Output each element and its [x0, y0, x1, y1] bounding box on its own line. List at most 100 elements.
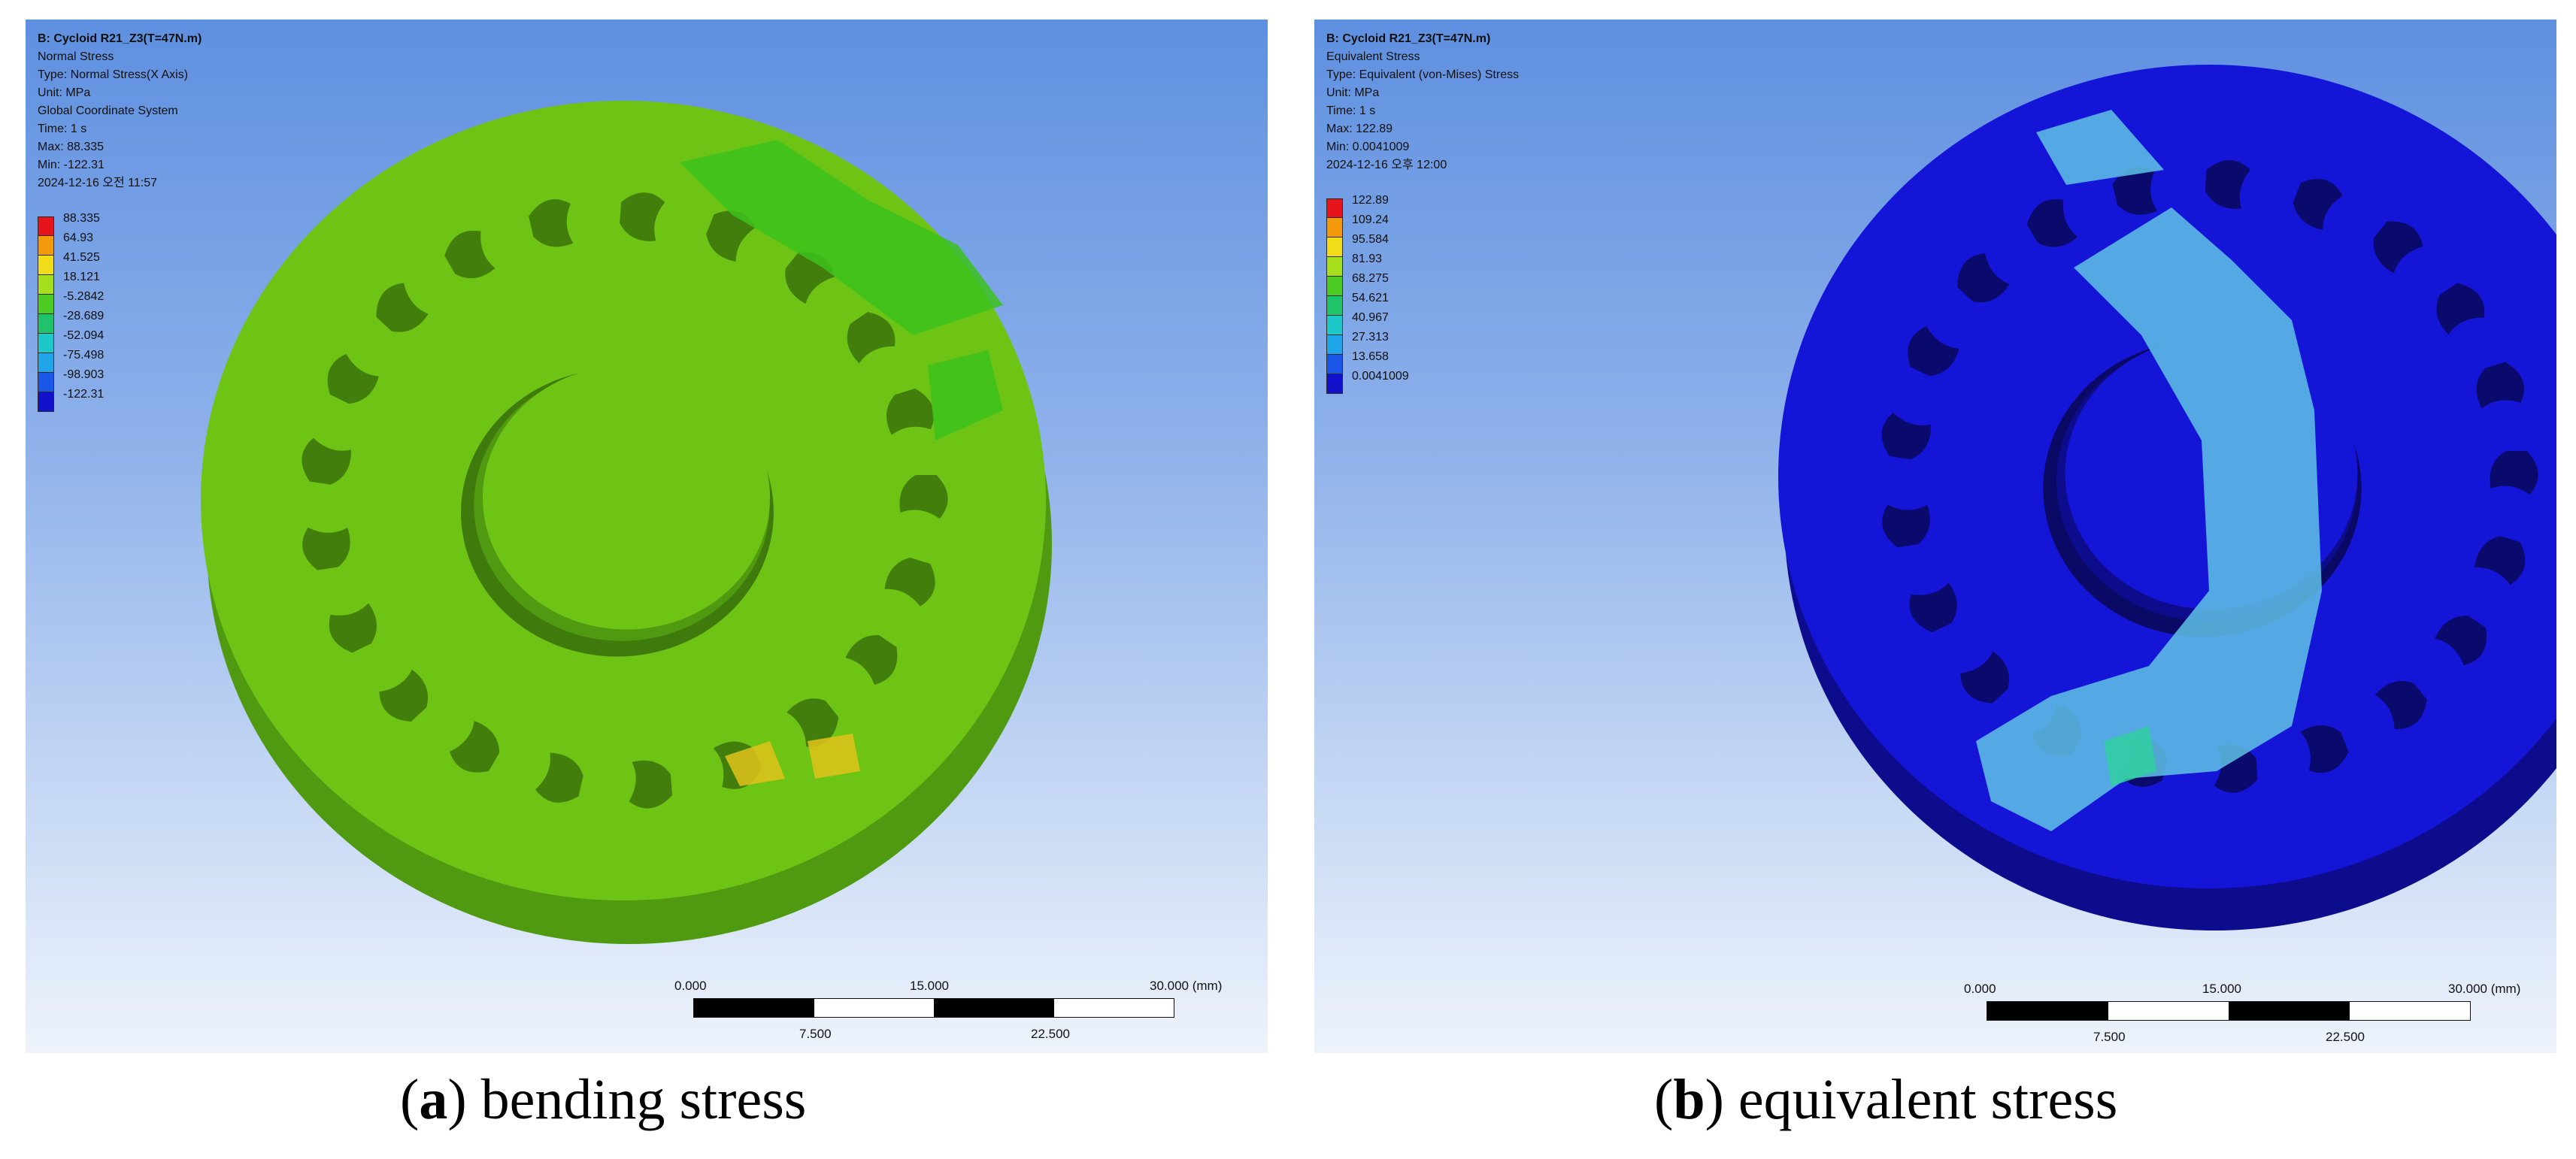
legend-label: 41.525 — [63, 251, 100, 264]
tooth-pocket — [1882, 504, 1930, 548]
gear-model-equivalent[interactable] — [1314, 20, 2556, 1053]
stress-region — [725, 741, 785, 786]
legend-entry: 68.275 — [1326, 272, 1409, 296]
info-line-result: Normal Stress — [38, 50, 114, 63]
legend-label: 95.584 — [1352, 233, 1389, 246]
color-legend[interactable]: 88.335 64.93 41.525 18.121 -5.2842 -28.689 -52… — [38, 212, 104, 412]
scale-q3-label: 22.500 — [1031, 1027, 1070, 1041]
gear-model-bending[interactable] — [26, 20, 1268, 1053]
scale-bar-graphic — [693, 998, 1174, 1018]
tooth-pocket — [886, 388, 935, 435]
legend-label: -5.2842 — [63, 290, 105, 303]
bore-face — [482, 365, 771, 630]
legend-entry: 41.525 — [38, 251, 104, 275]
legend-swatch — [38, 275, 54, 295]
caption-letter: b — [1673, 1068, 1705, 1131]
legend-label: -28.689 — [63, 310, 105, 322]
info-line-unit: Unit: MPa — [38, 86, 91, 99]
scale-end-label: 30.000 (mm) — [2448, 982, 2521, 996]
legend-swatch — [1326, 316, 1343, 335]
analysis-title: B: Cycloid R21_Z3(T=47N.m) — [38, 32, 202, 45]
viewport-bending-stress[interactable]: B: Cycloid R21_Z3(T=47N.m) Normal Stress… — [26, 20, 1268, 1053]
tooth-pocket — [535, 752, 583, 803]
legend-label: -52.094 — [63, 329, 105, 342]
stress-region — [808, 734, 860, 779]
caption-a: (a) bending stress — [400, 1068, 807, 1131]
scale-q1-label: 7.500 — [799, 1027, 832, 1041]
legend-entry: -5.2842 — [38, 290, 104, 314]
legend-swatch — [1326, 335, 1343, 355]
legend-swatch — [38, 216, 54, 236]
tooth-pocket — [444, 230, 496, 279]
legend-label: 68.275 — [1352, 272, 1389, 285]
tooth-pocket — [376, 283, 429, 332]
legend-swatch — [38, 353, 54, 373]
legend-label: 54.621 — [1352, 292, 1389, 304]
scale-mid-label: 15.000 — [910, 979, 949, 993]
info-line-unit: Unit: MPa — [1326, 86, 1380, 99]
info-line-min: Min: 0.0041009 — [1326, 141, 1410, 153]
viewport-equivalent-stress[interactable]: B: Cycloid R21_Z3(T=47N.m) Equivalent St… — [1314, 20, 2556, 1053]
tooth-pocket — [2435, 616, 2487, 666]
stress-region — [2036, 110, 2164, 185]
tooth-pocket — [1908, 326, 1959, 377]
info-line-time: Time: 1 s — [38, 123, 87, 135]
legend-swatch — [1326, 238, 1343, 257]
tooth-pocket — [327, 353, 379, 404]
legend-entry: -52.094 — [38, 329, 104, 353]
scale-end-label: 30.000 (mm) — [1150, 979, 1223, 993]
legend-entry: 81.93 — [1326, 253, 1409, 277]
legend-swatch — [1326, 296, 1343, 316]
tooth-pocket — [845, 635, 898, 685]
caption-letter: a — [419, 1068, 448, 1131]
tooth-pocket — [1909, 583, 1957, 633]
legend-entry: 40.967 — [1326, 311, 1409, 335]
info-line-time: Time: 1 s — [1326, 104, 1376, 117]
tooth-pocket — [2373, 221, 2423, 274]
legend-label: -98.903 — [63, 368, 105, 381]
tooth-pocket — [620, 192, 665, 241]
tooth-pocket — [2300, 725, 2349, 773]
tooth-pocket — [1957, 253, 2010, 303]
legend-entry: 88.335 — [38, 212, 104, 236]
legend-entry: -28.689 — [38, 310, 104, 334]
tooth-pocket — [529, 199, 574, 247]
legend-entry: 27.313 — [1326, 331, 1409, 355]
tooth-pocket — [884, 557, 935, 607]
info-line-max: Max: 122.89 — [1326, 123, 1393, 135]
info-line-date: 2024-12-16 오전 11:57 — [38, 177, 158, 189]
legend-entry: 54.621 — [1326, 292, 1409, 316]
stress-region — [1976, 207, 2322, 831]
tooth-pocket — [629, 760, 673, 809]
legend-label: 13.658 — [1352, 350, 1389, 363]
tooth-pocket — [706, 210, 756, 262]
legend-entry: -122.31 — [38, 388, 104, 412]
legend-swatch — [1326, 277, 1343, 296]
tooth-pocket — [2490, 450, 2538, 495]
legend-label: 0.0041009 — [1352, 370, 1409, 383]
legend-label: -122.31 — [63, 388, 105, 401]
legend-entry: 95.584 — [1326, 233, 1409, 257]
legend-swatch — [38, 256, 54, 275]
stress-region — [680, 140, 1003, 335]
info-line-coordinate: Global Coordinate System — [38, 104, 178, 117]
legend-entry: 0.0041009 — [1326, 370, 1409, 394]
legend-entry: 64.93 — [38, 231, 104, 256]
result-info-block: B: Cycloid R21_Z3(T=47N.m) Equivalent St… — [1326, 30, 1519, 174]
legend-label: 109.24 — [1352, 213, 1389, 226]
color-legend[interactable]: 122.89 109.24 95.584 81.93 68.275 54.621 40.96… — [1326, 194, 1409, 394]
info-line-type: Type: Equivalent (von-Mises) Stress — [1326, 68, 1520, 81]
legend-swatch — [38, 392, 54, 412]
tooth-pocket — [786, 698, 839, 747]
scale-mid-label: 15.000 — [2202, 982, 2241, 996]
legend-entry: 109.24 — [1326, 213, 1409, 238]
legend-swatch — [1326, 374, 1343, 394]
info-line-min: Min: -122.31 — [38, 159, 105, 171]
legend-entry: -75.498 — [38, 349, 104, 373]
scale-bar-graphic — [1987, 1001, 2471, 1021]
info-line-type: Type: Normal Stress(X Axis) — [38, 68, 189, 81]
legend-entry: -98.903 — [38, 368, 104, 392]
legend-label: 88.335 — [63, 212, 100, 225]
legend-swatch — [38, 236, 54, 256]
legend-label: 81.93 — [1352, 253, 1383, 265]
